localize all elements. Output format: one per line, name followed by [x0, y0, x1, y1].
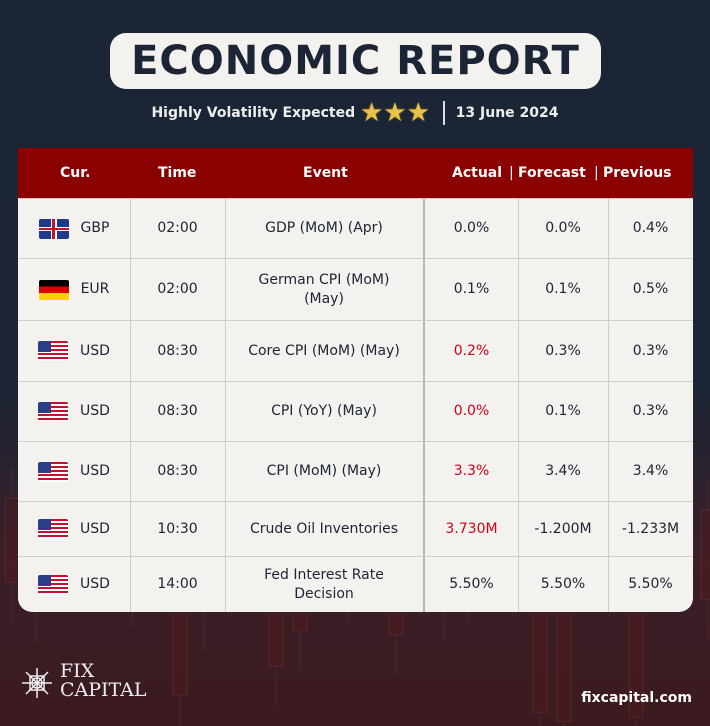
flag-gb-icon	[38, 218, 69, 239]
table-row: USD 08:30 Core CPI (MoM) (May) 0.2% 0.3% 0.3%	[18, 320, 693, 381]
cell-forecast: 0.0%	[545, 220, 581, 236]
header-event: Event	[303, 165, 348, 181]
flag-us-icon	[38, 519, 69, 539]
cell-actual: 3.730M	[445, 520, 498, 537]
flag-us-icon	[38, 401, 69, 422]
table-row: EUR 02:00 German CPI (MoM) (May) 0.1% 0.1% 0.…	[18, 258, 693, 320]
cell-actual: 3.3%	[453, 463, 490, 479]
star-icon: ★	[383, 98, 407, 128]
cell-previous: -1.233M	[621, 520, 680, 537]
candle-body	[556, 593, 572, 722]
cell-previous: 5.50%	[628, 576, 673, 592]
cell-forecast: 3.4%	[545, 463, 581, 479]
cell-time: 02:00	[157, 281, 198, 297]
volatility-label: Highly Volatility Expected	[151, 105, 356, 121]
cell-cur: USD	[18, 382, 130, 441]
cell-previous: 3.4%	[632, 463, 669, 479]
table-row: USD 08:30 CPI (YoY) (May) 0.0% 0.1% 0.3%	[18, 381, 693, 441]
fix-capital-logo: FIX CAPITAL	[20, 662, 147, 700]
header-cur: Cur.	[60, 165, 91, 181]
cell-cur: GBP	[18, 199, 130, 258]
cell-forecast: -1.200M	[534, 520, 592, 537]
header-actual: Actual	[452, 165, 503, 181]
cell-forecast: 0.1%	[545, 281, 581, 297]
table-row: GBP 02:00 GDP (MoM) (Apr) 0.0% 0.0% 0.4%	[18, 198, 693, 258]
cell-cur: USD	[18, 442, 130, 501]
report-date: 13 June 2024	[455, 105, 559, 121]
flag-us-icon	[38, 341, 69, 361]
cell-time: 08:30	[157, 342, 198, 359]
cell-previous: 0.3%	[632, 403, 669, 419]
flag-us-icon	[38, 574, 69, 595]
cell-event: CPI (YoY) (May)	[271, 403, 377, 419]
flag-de-icon	[38, 279, 69, 300]
cell-time: 10:30	[157, 520, 198, 537]
cell-time: 14:00	[157, 576, 198, 592]
table-row: USD 08:30 CPI (MoM) (May) 3.3% 3.4% 3.4%	[18, 441, 693, 501]
cell-event: German CPI (MoM) (May)	[258, 271, 390, 307]
cell-event: Crude Oil Inventories	[250, 520, 398, 537]
candle-body	[4, 497, 20, 583]
subtitle-bar: Highly Volatility Expected ★★★ 13 June 2…	[0, 100, 710, 126]
cell-event: GDP (MoM) (Apr)	[265, 220, 383, 236]
cell-actual: 5.50%	[449, 576, 494, 592]
header-previous: Previous	[603, 165, 672, 181]
cell-event: Core CPI (MoM) (May)	[248, 342, 400, 359]
cell-forecast: 0.1%	[545, 403, 581, 419]
cell-time: 08:30	[157, 403, 198, 419]
economic-calendar-table: Cur. Time Event Actual | Forecast | Prev…	[18, 148, 693, 612]
page-title: ECONOMIC REPORT	[110, 33, 601, 89]
cell-event: CPI (MoM) (May)	[266, 463, 382, 479]
cell-cur: USD	[18, 321, 130, 381]
cell-actual: 0.2%	[453, 342, 490, 359]
divider	[442, 101, 445, 125]
cell-time: 02:00	[157, 220, 198, 236]
header-time: Time	[158, 165, 197, 181]
cell-forecast: 0.3%	[545, 342, 581, 359]
cell-actual: 0.0%	[453, 220, 490, 236]
cell-cur: USD	[18, 502, 130, 556]
cell-cur: USD	[18, 557, 130, 612]
cell-previous: 0.4%	[632, 220, 669, 236]
star-icon: ★	[359, 98, 384, 128]
cell-time: 08:30	[157, 463, 198, 479]
header-forecast: Forecast	[518, 165, 586, 181]
cell-previous: 0.3%	[632, 342, 669, 359]
cell-forecast: 5.50%	[540, 576, 586, 592]
star-icon: ★	[406, 98, 430, 128]
cell-cur: EUR	[18, 259, 130, 320]
cell-previous: 0.5%	[632, 281, 669, 297]
table-row: USD 10:30 Crude Oil Inventories 3.730M -1.20…	[18, 501, 693, 556]
cell-actual: 0.1%	[453, 281, 490, 297]
website-url: fixcapital.com	[581, 690, 692, 706]
table-row: USD 14:00 Fed Interest Rate Decision 5.50% 5…	[18, 556, 693, 612]
cell-actual: 0.0%	[453, 403, 490, 419]
flag-us-icon	[38, 461, 69, 482]
table-header: Cur. Time Event Actual | Forecast | Prev…	[18, 148, 693, 198]
cell-event: Fed Interest Rate Decision	[264, 566, 384, 602]
candle-body	[700, 509, 710, 601]
logo-emblem-icon	[22, 668, 52, 698]
